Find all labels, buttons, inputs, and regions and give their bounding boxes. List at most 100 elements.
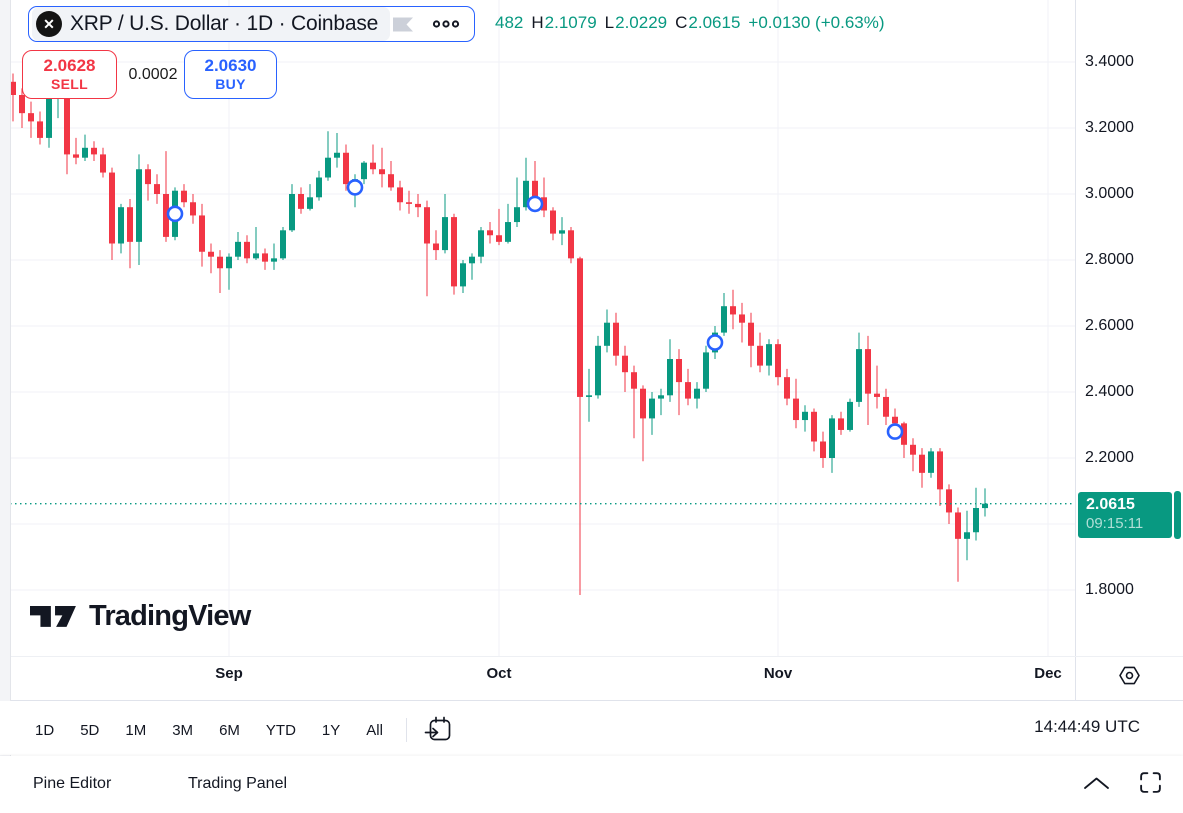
sell-label: SELL	[51, 76, 88, 93]
candle-body	[478, 230, 484, 257]
range-button-3m[interactable]: 3M	[159, 718, 206, 743]
flag-symbol-icon[interactable]	[393, 17, 414, 32]
range-button-6m[interactable]: 6M	[206, 718, 253, 743]
sell-price: 2.0628	[43, 55, 96, 75]
candle-body	[874, 393, 880, 397]
candle-body	[244, 241, 250, 259]
range-button-1d[interactable]: 1D	[22, 718, 67, 743]
chevron-up-icon[interactable]	[1083, 776, 1110, 790]
candle-body	[226, 256, 232, 269]
candle-body	[73, 154, 79, 158]
change-value: +0.0130 (+0.63%)	[748, 13, 885, 32]
price-axis-side-bar[interactable]	[1174, 490, 1181, 539]
candle-body	[667, 359, 673, 396]
candle-body	[145, 169, 151, 185]
candle-body	[739, 314, 745, 323]
candle-body	[523, 180, 529, 208]
high-value: 2.1079	[544, 13, 597, 32]
candle-body	[397, 187, 403, 203]
time-axis-month-oct: Oct	[486, 665, 512, 682]
buy-price: 2.0630	[204, 55, 257, 75]
candle-body	[685, 382, 691, 399]
pine-editor-tab[interactable]: Pine Editor	[33, 775, 112, 792]
trade-marker-icon[interactable]	[166, 205, 184, 223]
candle-body	[757, 345, 763, 366]
candle-body	[766, 344, 772, 366]
symbol-button[interactable]: ✕ XRP / U.S. Dollar · 1D · Coinbase	[32, 7, 391, 41]
candle-body	[424, 207, 430, 244]
candle-body	[838, 418, 844, 430]
candle-body	[415, 203, 421, 208]
range-button-5d[interactable]: 5D	[67, 718, 112, 743]
close-label: C	[675, 13, 688, 32]
low-label: L	[604, 13, 615, 32]
time-axis-separator	[0, 656, 1183, 657]
candle-body	[937, 451, 943, 490]
candle-body	[307, 197, 313, 209]
tradingview-logo-icon	[30, 605, 76, 627]
sell-button[interactable]: 2.0628 SELL	[22, 50, 117, 99]
candle-body	[811, 411, 817, 442]
candle-body	[559, 230, 565, 234]
candle-body	[316, 177, 322, 198]
candle-body	[298, 194, 304, 209]
trade-marker-icon[interactable]	[346, 179, 364, 196]
trade-marker-icon[interactable]	[526, 195, 544, 213]
buy-button[interactable]: 2.0630 BUY	[184, 50, 277, 99]
price-axis-tick: 2.6000	[1085, 317, 1134, 334]
ohlc-readout: 482 H 2.1079 L 2.0229 C 2.0615 +0.0130 (+0.…	[495, 13, 885, 33]
range-button-1m[interactable]: 1M	[112, 718, 159, 743]
trading-panel-tab[interactable]: Trading Panel	[188, 775, 288, 792]
candle-body	[928, 451, 934, 473]
candle-body	[892, 416, 898, 424]
candle-body	[829, 418, 835, 458]
candle-body	[442, 217, 448, 251]
candle-body	[694, 388, 700, 399]
price-axis-border	[1075, 0, 1076, 700]
bottom-panel-bar: Pine Editor Trading Panel	[0, 756, 1183, 813]
toolbar-separator	[0, 700, 1183, 701]
candle-body	[460, 263, 466, 287]
candle-body	[280, 230, 286, 259]
candle-body	[910, 444, 916, 455]
candle-body	[208, 251, 214, 257]
open-value-partial: 482	[495, 13, 524, 32]
candle-body	[640, 388, 646, 419]
candle-body	[469, 256, 475, 264]
go-to-date-icon[interactable]	[423, 715, 453, 745]
buy-label: BUY	[215, 76, 246, 93]
bottom-toolbar: 1D 5D 1M 3M 6M YTD 1Y All 14:44:49 UTC	[0, 701, 1183, 755]
candle-body	[289, 194, 295, 231]
high-label: H	[531, 13, 544, 32]
candle-body	[217, 256, 223, 269]
trade-marker-icon[interactable]	[886, 423, 904, 440]
candle-body	[919, 454, 925, 473]
range-button-ytd[interactable]: YTD	[253, 718, 309, 743]
more-options-icon[interactable]	[432, 19, 460, 29]
candle-body	[343, 152, 349, 185]
candle-body	[568, 230, 574, 259]
candle-body	[46, 98, 52, 138]
time-axis-settings-icon[interactable]	[1118, 664, 1141, 692]
candle-body	[334, 152, 340, 158]
trade-marker-icon[interactable]	[706, 334, 724, 351]
range-button-all[interactable]: All	[353, 718, 396, 743]
collapsed-drawing-toolbar[interactable]	[0, 0, 11, 813]
current-price-label: 2.0615 09:15:11	[1078, 491, 1172, 538]
candle-body	[496, 235, 502, 242]
price-axis-tick: 3.2000	[1085, 119, 1134, 136]
utc-clock[interactable]: 14:44:49 UTC	[1034, 717, 1140, 736]
time-axis-month-sep: Sep	[215, 665, 243, 682]
candle-body	[388, 174, 394, 188]
candle-body	[37, 121, 43, 138]
candle-body	[154, 184, 160, 194]
price-axis-tick: 3.0000	[1085, 185, 1134, 202]
range-button-1y[interactable]: 1Y	[309, 718, 353, 743]
candle-body	[532, 180, 538, 198]
candle-body	[406, 202, 412, 204]
legend-selection-box[interactable]: ✕ XRP / U.S. Dollar · 1D · Coinbase	[28, 6, 475, 42]
candle-body	[802, 411, 808, 421]
maximize-panel-icon[interactable]	[1138, 770, 1163, 795]
candle-body	[109, 172, 115, 244]
